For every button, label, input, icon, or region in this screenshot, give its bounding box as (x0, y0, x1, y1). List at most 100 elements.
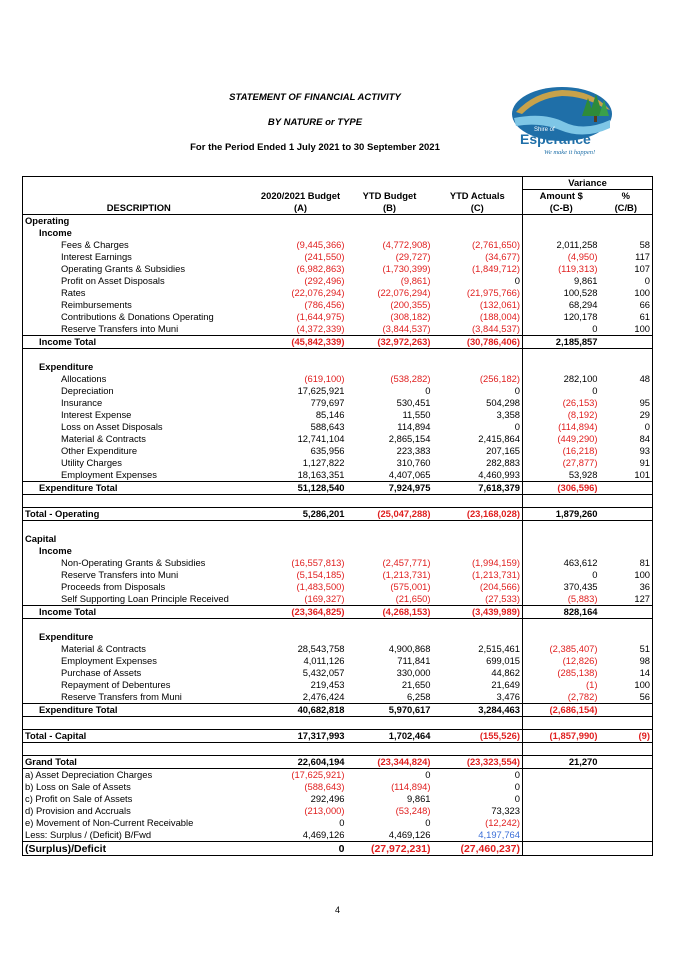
cell-ytd-budget: (1,730,399) (382, 263, 431, 274)
cell-ytd-actuals: (132,061) (432, 299, 523, 311)
cell-budget: (17,625,921) (254, 768, 347, 781)
cell-budget: (23,364,825) (254, 605, 347, 619)
cell-variance-pct: 98 (599, 655, 654, 667)
cell-ytd-budget: (27,972,231) (346, 841, 433, 856)
spacer-row (22, 494, 654, 508)
cell-variance-pct: 127 (599, 593, 654, 606)
cell-variance-pct (599, 533, 654, 545)
cell-ytd-actuals: 699,015 (432, 655, 523, 667)
ytd-actuals-sub-header: (C) (432, 202, 523, 215)
description-header: DESCRIPTION (22, 202, 255, 215)
row-label: Expenditure (22, 361, 255, 373)
table-row: c) Profit on Sale of Assets 292,496 9,861 0 (22, 793, 654, 805)
cell-ytd-budget (347, 619, 433, 632)
cell-variance-pct: 14 (599, 667, 654, 679)
cell-ytd-budget: 310,760 (396, 457, 431, 468)
table-row: Expenditure Total 51,128,540 7,924,975 7,61… (22, 481, 654, 495)
cell-variance-pct (599, 805, 654, 817)
cell-variance-pct: 66 (599, 299, 654, 311)
table-row: Repayment of Debentures 219,453 21,650 21,6… (22, 679, 654, 691)
cell-variance-amount: 21,270 (522, 755, 600, 769)
cell-budget (255, 619, 347, 632)
row-label: Income Total (22, 335, 255, 349)
cell-ytd-actuals: 4,197,764 (432, 829, 523, 842)
table-row: Fees & Charges (9,445,366) (4,772,908) (2,7… (22, 239, 654, 251)
cell-budget: (45,842,339) (254, 335, 347, 349)
cell-variance-amount: 9,861 (574, 275, 598, 286)
cell-ytd-actuals: (1,994,159) (432, 557, 523, 569)
cell-variance-pct: 95 (599, 397, 654, 409)
table-row: Material & Contracts 28,543,758 4,900,868 2… (22, 643, 654, 655)
cell-budget: 5,432,057 (302, 667, 345, 678)
table-row: Income Total (23,364,825) (4,268,153) (3,43… (22, 605, 654, 619)
cell-variance-amount: 2,185,857 (522, 335, 600, 349)
table-row: Material & Contracts 12,741,104 2,865,154 2… (22, 433, 654, 445)
cell-variance-pct (599, 829, 654, 842)
cell-ytd-budget: 11,550 (402, 409, 431, 420)
cell-ytd-budget: 711,841 (397, 655, 431, 666)
row-label: Income (22, 227, 255, 239)
cell-variance-pct: 117 (599, 251, 654, 263)
cell-ytd-budget: (114,894) (391, 781, 431, 792)
cell-ytd-actuals: (21,975,766) (432, 287, 523, 299)
table-row: Income (22, 545, 654, 557)
row-label: Total - Capital (22, 729, 255, 743)
row-label: Interest Expense (22, 409, 255, 421)
cell-budget: (1,483,500) (296, 581, 345, 592)
cell-ytd-budget: 1,702,464 (346, 729, 433, 743)
cell-variance-pct: 29 (599, 409, 654, 421)
statement-period: For the Period Ended 1 July 2021 to 30 S… (190, 142, 440, 153)
cell-budget: (5,154,185) (296, 569, 345, 580)
row-label: b) Loss on Sale of Assets (22, 781, 255, 793)
cell-ytd-budget (347, 495, 433, 508)
cell-variance-pct (599, 755, 654, 769)
cell-ytd-actuals: 0 (432, 781, 523, 793)
cell-ytd-budget: (575,001) (390, 581, 431, 592)
cell-ytd-actuals: (23,323,554) (432, 755, 523, 769)
cell-variance-pct (599, 385, 654, 397)
cell-variance-amount (523, 215, 600, 228)
cell-ytd-actuals: 0 (432, 385, 523, 397)
cell-ytd-actuals: (27,460,237) (432, 841, 523, 856)
pct-sub-header: (C/B) (599, 202, 654, 215)
cell-ytd-budget: 330,000 (396, 667, 431, 678)
cell-ytd-actuals (432, 742, 523, 756)
row-label: Utility Charges (22, 457, 255, 469)
cell-variance-pct: 48 (599, 373, 654, 385)
cell-variance-amount: (27,877) (562, 457, 598, 468)
cell-budget: (16,557,813) (291, 557, 345, 568)
row-label: c) Profit on Sale of Assets (22, 793, 255, 805)
cell-budget (255, 545, 347, 557)
shire-logo: Shire of Esperance We make it happen! (504, 82, 624, 160)
table-row: Allocations (619,100) (538,282) (256,182) 28… (22, 373, 654, 385)
table-row: Capital (22, 533, 654, 545)
table-row: Employment Expenses 4,011,126 711,841 699,0… (22, 655, 654, 667)
cell-ytd-actuals (432, 520, 523, 533)
cell-ytd-budget: 21,650 (401, 679, 431, 690)
row-label: Self Supporting Loan Principle Received (22, 593, 255, 606)
cell-variance-pct (599, 361, 654, 373)
cell-ytd-budget: 114,894 (397, 421, 431, 432)
row-label: Non-Operating Grants & Subsidies (22, 557, 255, 569)
row-label: Total - Operating (22, 507, 255, 521)
table-row: d) Provision and Accruals (213,000) (53,24… (22, 805, 654, 817)
cell-variance-amount: (26,153) (562, 397, 598, 408)
cell-variance-pct (599, 227, 654, 239)
row-label: Expenditure (22, 631, 255, 643)
cell-ytd-budget: 0 (346, 768, 433, 781)
cell-ytd-actuals: 3,358 (432, 409, 523, 421)
cell-variance-pct (599, 605, 654, 619)
cell-budget (255, 495, 347, 508)
row-label: Purchase of Assets (22, 667, 255, 679)
table-row: Profit on Asset Disposals (292,496) (9,861… (22, 275, 654, 287)
cell-variance-amount: (8,192) (567, 409, 598, 420)
cell-ytd-budget (347, 215, 433, 228)
row-label: Interest Earnings (22, 251, 255, 263)
cell-variance-pct: (9) (599, 729, 654, 743)
table-row: b) Loss on Sale of Assets (588,643) (114,8… (22, 781, 654, 793)
cell-variance-pct: 36 (599, 581, 654, 593)
cell-ytd-budget: 4,900,868 (388, 643, 431, 654)
cell-variance-pct: 58 (599, 239, 654, 251)
cell-variance-amount (523, 631, 600, 643)
cell-variance-amount (522, 768, 600, 781)
